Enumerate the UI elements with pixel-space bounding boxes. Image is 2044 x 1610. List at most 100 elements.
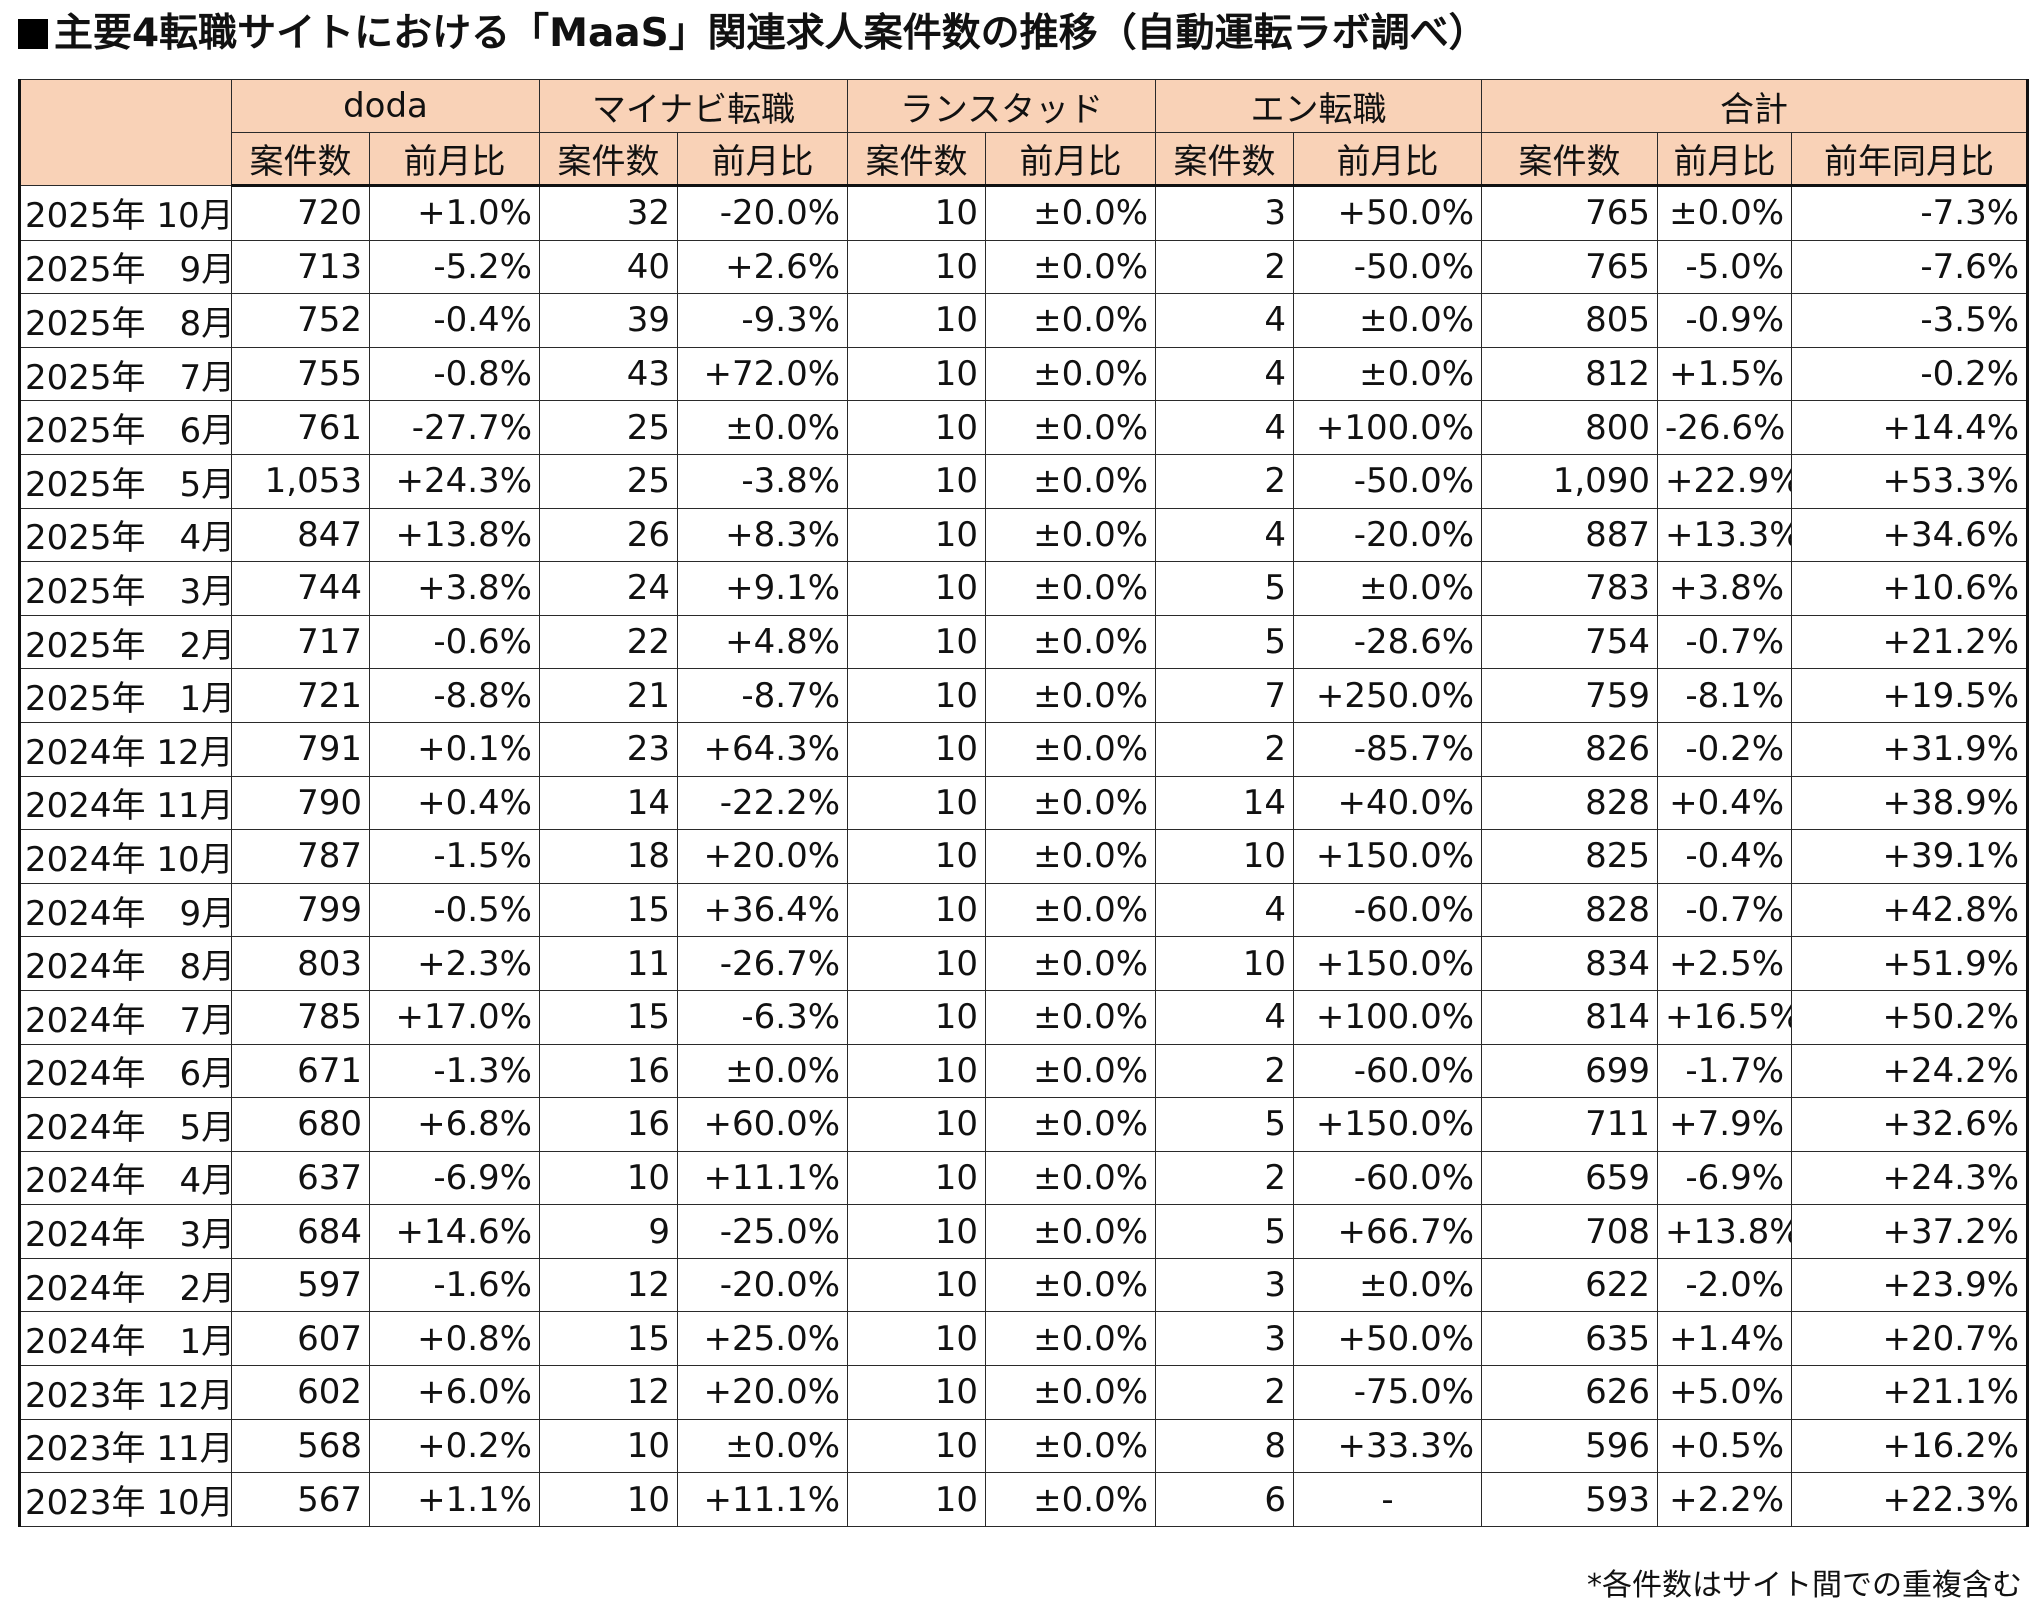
table-cell: ±0.0% [985,400,1157,455]
table-row: 2025年 9月 713 -5.2% 40 +2.6% 10 ±0.0% 2 -50.0% 765… [18,239,2030,295]
table-cell: +150.0% [1293,829,1483,884]
table-row: 2024年 11月 790 +0.4% 14 -22.2% 10 ±0.0% 14 +40.0%… [18,775,2030,831]
header-sub-cell: 前月比 [1293,132,1483,187]
table-cell: +0.2% [369,1418,540,1474]
table-cell: ±0.0% [1657,185,1793,241]
table-cell: 4 [1155,293,1295,348]
table-cell: ±0.0% [985,936,1157,991]
table-cell: 4 [1155,346,1295,402]
table-cell: ±0.0% [985,775,1157,831]
table-cell: 790 [231,775,370,831]
table-cell: 755 [231,346,370,402]
month-cell: 2025年 9月 [18,239,232,295]
header-sub-cell: 案件数 [1155,132,1295,187]
table-cell: 10 [847,185,987,241]
table-cell: +2.2% [1657,1472,1793,1527]
table-cell: 708 [1481,1204,1659,1259]
month-cell: 2023年 11月 [18,1418,232,1474]
table-cell: +6.0% [369,1365,540,1420]
month-cell: 2024年 8月 [18,936,232,991]
header-row-sub: 案件数 前月比 案件数 前月比 案件数 前月比 案件数 前月比 案件数 前月比 … [20,132,2030,187]
table-cell: +14.4% [1791,400,2030,455]
table-cell: +36.4% [676,882,849,938]
table-cell: 10 [539,1150,678,1206]
table-cell: -22.2% [676,775,849,831]
table-cell: +53.3% [1791,453,2030,509]
month-cell: 2025年 5月 [18,453,232,509]
month-cell: 2025年 7月 [18,346,232,402]
table-cell: 10 [847,239,987,295]
table-cell: 16 [539,1097,678,1152]
table-cell: +1.1% [369,1472,540,1527]
table-cell: +22.3% [1791,1472,2030,1527]
table-cell: 10 [847,775,987,831]
table-cell: +37.2% [1791,1204,2030,1259]
table-cell: +2.3% [369,936,540,991]
table-cell: 32 [539,185,678,241]
table-cell: +150.0% [1293,936,1483,991]
table-cell: +20.0% [676,1365,849,1420]
table-cell: 4 [1155,989,1295,1045]
table-body: 2025年 10月 720 +1.0% 32 -20.0% 10 ±0.0% 3 +50.0% 7… [18,185,2030,1527]
month-cell: 2025年 1月 [18,668,232,723]
table-cell: +0.4% [369,775,540,831]
table-cell: 2 [1155,1150,1295,1206]
table-cell: ±0.0% [985,614,1157,670]
table-cell: 10 [847,1311,987,1367]
month-cell: 2024年 12月 [18,721,232,777]
table-cell: +16.5% [1657,989,1793,1045]
table-cell: 22 [539,614,678,670]
table-cell: 713 [231,239,370,295]
table-cell: 596 [1481,1418,1659,1474]
table-cell: -8.1% [1657,668,1793,723]
table-cell: 671 [231,1043,370,1099]
header-sub-cell: 案件数 [1481,132,1659,187]
table-cell: 15 [539,989,678,1045]
table-row: 2024年 7月 785 +17.0% 15 -6.3% 10 ±0.0% 4 +100.0% 8… [18,989,2030,1045]
table-cell: 597 [231,1257,370,1313]
table-cell: ±0.0% [1293,346,1483,402]
table-cell: -27.7% [369,400,540,455]
table-cell: ±0.0% [676,1418,849,1474]
table-cell: -2.0% [1657,1257,1793,1313]
table-cell: 1,090 [1481,453,1659,509]
black-square-icon [18,19,48,49]
table-cell: -20.0% [676,185,849,241]
header-sub-cell: 案件数 [539,132,678,187]
header-group-en: エン転職 [1155,79,1483,133]
table-cell: +6.8% [369,1097,540,1152]
table-cell: +10.6% [1791,561,2030,616]
table-cell: ±0.0% [1293,561,1483,616]
table-cell: -3.5% [1791,293,2030,348]
table-cell: ±0.0% [985,1472,1157,1527]
month-cell: 2024年 2月 [18,1257,232,1313]
table-cell: 567 [231,1472,370,1527]
table-cell: -1.5% [369,829,540,884]
table-cell: +39.1% [1791,829,2030,884]
table-row: 2025年 8月 752 -0.4% 39 -9.3% 10 ±0.0% 4 ±0.0% 805-… [18,293,2030,348]
table-row: 2023年 10月 567 +1.1% 10 +11.1% 10 ±0.0% 6-593 +2.… [18,1472,2030,1527]
table-cell: 16 [539,1043,678,1099]
table-cell: +2.5% [1657,936,1793,991]
table-cell: 43 [539,346,678,402]
table-cell: +66.7% [1293,1204,1483,1259]
month-cell: 2023年 10月 [18,1472,232,1527]
table-cell: ±0.0% [985,507,1157,563]
table-cell: 23 [539,721,678,777]
table-cell: 799 [231,882,370,938]
table-row: 2025年 5月 1,053 +24.3% 25 -3.8% 10 ±0.0% 2 -50.0%… [18,453,2030,509]
table-row: 2025年 4月 847 +13.8% 26 +8.3% 10 ±0.0% 4 -20.0% 88… [18,507,2030,563]
table-cell: 828 [1481,882,1659,938]
table-cell: -9.3% [676,293,849,348]
table-row: 2024年 3月 684 +14.6% 9 -25.0% 10 ±0.0% 5 +66.7% 70… [18,1204,2030,1259]
header-group-total: 合計 [1481,79,2030,133]
table-cell: 10 [847,453,987,509]
month-cell: 2024年 4月 [18,1150,232,1206]
table-cell: -20.0% [1293,507,1483,563]
table-cell: +13.3% [1657,507,1793,563]
month-cell: 2025年 4月 [18,507,232,563]
table-cell: 12 [539,1365,678,1420]
table-cell: +1.0% [369,185,540,241]
table-cell: 5 [1155,561,1295,616]
table-cell: 6 [1155,1472,1295,1527]
